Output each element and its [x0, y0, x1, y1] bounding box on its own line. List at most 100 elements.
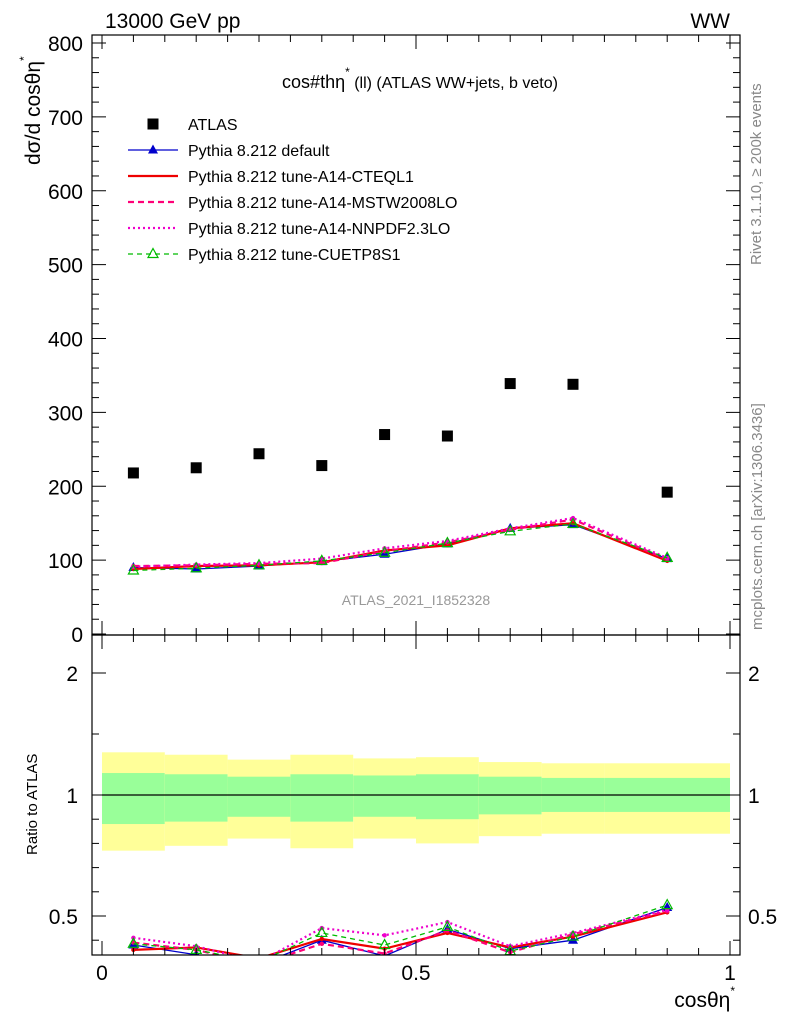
y-tick-label: 500: [48, 255, 83, 278]
x-tick-label: 0.5: [401, 962, 430, 985]
ratio-y-axis-label: Ratio to ATLAS: [24, 754, 41, 855]
legend-label: Pythia 8.212 tune-A14-CTEQL1: [188, 169, 414, 186]
legend-entry: Pythia 8.212 default: [128, 143, 330, 160]
x-axis-label-main: cosθη: [674, 989, 730, 1012]
y-tick-label: 800: [48, 33, 83, 56]
ratio-point-cuetp: [441, 920, 454, 931]
data-point-cuetp: [127, 563, 140, 575]
ratio-point-mstw: [257, 962, 261, 966]
data-point-atlas: [441, 430, 453, 442]
x-axis-label: cosθη*: [674, 984, 735, 1012]
ratio-point-nnpdf: [382, 933, 387, 938]
plot-title-sup: *: [345, 65, 350, 79]
ratio-point-nnpdf: [257, 960, 261, 964]
ratio-series-nnpdf: [131, 907, 670, 964]
ratio-point-default: [254, 959, 264, 968]
legend-label: Pythia 8.212 tune-A14-NNPDF2.3LO: [188, 221, 450, 238]
ratio-line-default: [133, 906, 668, 955]
series-atlas: [127, 378, 673, 498]
data-point-atlas: [316, 460, 328, 472]
ratio-point-cteql1: [257, 956, 261, 960]
main-series-layer: [127, 378, 674, 575]
ratio-band-inner: [227, 776, 291, 817]
plot-title-rest: (ll) (ATLAS WW+jets, b veto): [350, 75, 558, 92]
ratio-point-cuetp: [127, 937, 140, 948]
y-tick-label: 100: [48, 550, 83, 573]
data-point-atlas: [661, 486, 673, 498]
ratio-panel: 0.5 0.5 1 1 2 2: [49, 634, 777, 968]
ratio-band-inner: [290, 774, 354, 822]
legend: ATLAS Pythia 8.212 default Pythia 8.212 tu…: [128, 117, 457, 264]
plot-title: cos#thη* (ll) (ATLAS WW+jets, b veto): [282, 65, 558, 92]
ratio-band-inner: [164, 774, 228, 822]
ratio-line-cuetp: [133, 904, 668, 955]
data-point-cuetp: [378, 546, 391, 557]
ratio-y-tick-label: 1: [66, 785, 78, 808]
ratio-line-mstw: [133, 910, 668, 955]
series-line-nnpdf: [133, 516, 668, 568]
ratio-point-cuetp: [254, 956, 264, 965]
data-point-atlas: [567, 378, 579, 390]
legend-label: Pythia 8.212 tune-CUETP8S1: [188, 247, 401, 264]
ratio-y-tick-label-right: 0.5: [748, 906, 777, 929]
data-point-cuetp: [190, 561, 203, 573]
ratio-line-nnpdf: [133, 908, 668, 955]
series-line-cuetp: [133, 523, 668, 572]
x-axis-label-sup: *: [730, 984, 735, 998]
legend-marker-default: [148, 144, 158, 154]
ratio-uncertainty-bands: [102, 752, 730, 851]
main-axis-ticks: 0 100 200 300 400 500 600 700 800: [48, 33, 740, 647]
series-line-mstw: [133, 518, 668, 568]
x-tick-label: 1: [724, 962, 736, 985]
y-axis-label: dσ/d cosθη*: [17, 56, 45, 165]
legend-marker-atlas: [147, 118, 159, 130]
ratio-y-tick-label-right: 1: [748, 785, 760, 808]
main-panel: 0 100 200 300 400 500 600 700 800 ATLAS_2021_I18…: [48, 33, 741, 647]
ratio-band-inner: [353, 775, 416, 817]
plot-title-main: cos#thη: [282, 72, 345, 92]
ratio-series-mstw: [131, 908, 670, 966]
data-point-cuetp: [566, 517, 580, 529]
legend-label: ATLAS: [188, 117, 238, 134]
series-line-default: [133, 524, 668, 570]
process-label: WW: [690, 10, 730, 33]
x-tick-label: 0: [96, 962, 108, 985]
data-point-cuetp: [252, 558, 266, 570]
legend-entry: Pythia 8.212 tune-A14-CTEQL1: [128, 169, 414, 186]
legend-label: Pythia 8.212 tune-A14-MSTW2008LO: [188, 195, 457, 212]
ratio-point-cuetp: [661, 898, 674, 910]
series-cuetp: [127, 517, 674, 575]
y-tick-label: 200: [48, 476, 83, 499]
y-tick-label: 700: [48, 107, 83, 130]
y-axis-label-sup: *: [17, 56, 31, 61]
ratio-series-layer: [127, 898, 674, 968]
legend-entry: Pythia 8.212 tune-CUETP8S1: [128, 247, 401, 264]
ratio-band-inner: [416, 774, 479, 820]
legend-marker-cuetp: [146, 247, 160, 259]
y-tick-label: 400: [48, 329, 83, 352]
ratio-point-cuetp: [566, 929, 580, 941]
data-point-atlas: [504, 378, 516, 390]
data-point-cuetp: [441, 536, 454, 548]
ratio-y-tick-label: 2: [66, 663, 78, 686]
ratio-y-tick-label: 0.5: [49, 906, 78, 929]
ratio-series-default: [128, 902, 673, 968]
data-point-cuetp: [315, 554, 328, 565]
data-point-atlas: [253, 448, 265, 460]
ratio-band-inner: [102, 773, 165, 825]
legend-entry: Pythia 8.212 tune-A14-MSTW2008LO: [128, 195, 457, 212]
data-point-cuetp: [661, 551, 674, 563]
x-tick-labels: 0 0.5 1: [96, 962, 736, 985]
ratio-point-mstw: [319, 941, 324, 947]
y-tick-label: 600: [48, 181, 83, 204]
ratio-point-cteql1: [319, 936, 324, 942]
data-point-atlas: [127, 467, 139, 479]
legend-entry: Pythia 8.212 tune-A14-NNPDF2.3LO: [128, 221, 450, 238]
legend-label: Pythia 8.212 default: [188, 143, 330, 160]
y-tick-label: 300: [48, 402, 83, 425]
ratio-y-tick-label-right: 2: [748, 663, 760, 686]
legend-entry: ATLAS: [147, 117, 238, 134]
data-point-atlas: [379, 429, 391, 441]
mcplots-label: mcplots.cern.ch [arXiv:1306.3436]: [749, 403, 766, 630]
